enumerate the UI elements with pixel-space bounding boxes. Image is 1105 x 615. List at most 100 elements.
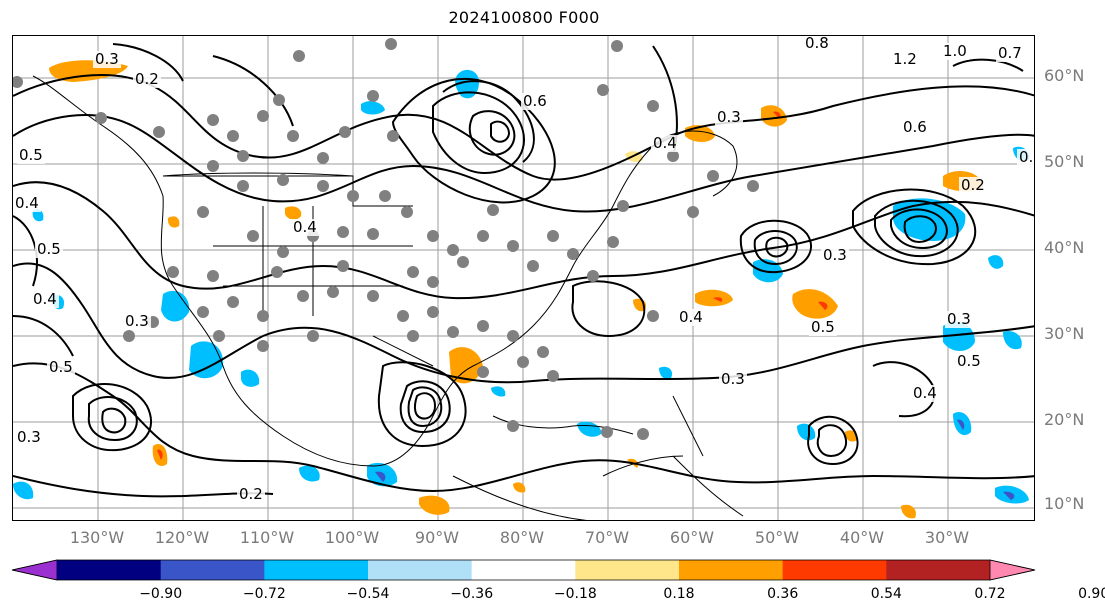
contour-label: 0.8 bbox=[805, 36, 829, 52]
graticule bbox=[13, 36, 1034, 520]
colorbar-segment bbox=[886, 560, 991, 580]
contour-label-bg bbox=[803, 36, 831, 52]
colorbar-tick-label: −0.18 bbox=[553, 586, 597, 602]
contour-label: 0.6 bbox=[903, 118, 927, 136]
contour-label: 0.3 bbox=[947, 310, 971, 328]
colorbar-tick-label: 0.18 bbox=[663, 586, 695, 602]
contour-label-bg bbox=[93, 51, 121, 68]
contour-label: 0.5 bbox=[957, 352, 981, 370]
lon-label-60w: 60°W bbox=[669, 528, 715, 547]
contour-label: 0.3 bbox=[125, 312, 149, 330]
contour-label: 0.5 bbox=[811, 318, 835, 336]
colorbar-segment bbox=[679, 560, 784, 580]
colorbar-segment bbox=[57, 560, 162, 580]
contour-label-bg bbox=[17, 147, 45, 164]
colorbar-segment bbox=[160, 560, 265, 580]
lon-label-30w: 30°W bbox=[924, 528, 970, 547]
contour-label-bg bbox=[123, 313, 151, 330]
colorbar-tick-label: −0.90 bbox=[139, 586, 183, 602]
contour-label-bg bbox=[809, 319, 837, 336]
contour-label: 0.2 bbox=[1019, 148, 1035, 166]
lon-label-70w: 70°W bbox=[584, 528, 630, 547]
contour-label-bg bbox=[133, 71, 161, 88]
contour-label-bg bbox=[1017, 149, 1034, 166]
colorbar-tick-label: 0.72 bbox=[974, 586, 1006, 602]
contour-label: 0.2 bbox=[135, 70, 159, 88]
contour-label: 1.2 bbox=[893, 50, 917, 68]
coastlines bbox=[32, 75, 744, 520]
contour-label: 0.2 bbox=[961, 176, 985, 194]
contour-label: 0.5 bbox=[37, 240, 61, 258]
contour-label: 0.4 bbox=[679, 308, 703, 326]
contour-label: 0.4 bbox=[15, 194, 39, 212]
contour-label-bg bbox=[13, 195, 41, 212]
contour-label: 0.4 bbox=[913, 384, 937, 402]
lon-label-130w: 130°W bbox=[69, 528, 125, 547]
lon-label-100w: 100°W bbox=[324, 528, 380, 547]
contour-label: 0.5 bbox=[19, 146, 43, 164]
colorbar-tick-label: 0.36 bbox=[767, 586, 799, 602]
contour-label: 0.2 bbox=[239, 485, 263, 503]
contour-label-bg bbox=[715, 109, 743, 126]
colorbar-tick-label: 0.90 bbox=[1078, 586, 1105, 602]
lat-label-30n: 30°N bbox=[1044, 324, 1085, 343]
map-canvas: 0.3 0.2 0.8 1.2 1.0 0.7 0.6 0.3 0.5 0.4 0.5 0.4 0.3 0… bbox=[13, 36, 1035, 520]
lat-label-10n: 10°N bbox=[1044, 494, 1085, 513]
contour-label: 0.4 bbox=[653, 134, 677, 152]
contour-label-bg bbox=[15, 429, 43, 446]
colorbar-tick-label: −0.36 bbox=[450, 586, 494, 602]
contour-label-bg bbox=[521, 93, 549, 110]
contour-label-bg bbox=[31, 291, 59, 308]
colorbar-segment bbox=[264, 560, 369, 580]
colorbar-outline bbox=[11, 559, 1036, 581]
contour-lines bbox=[13, 43, 1034, 498]
lon-label-90w: 90°W bbox=[414, 528, 460, 547]
contour-label-bg bbox=[941, 43, 969, 60]
lat-label-20n: 20°N bbox=[1044, 410, 1085, 429]
lon-label-110w: 110°W bbox=[239, 528, 295, 547]
contour-label-bg bbox=[891, 51, 919, 68]
lon-label-80w: 80°W bbox=[499, 528, 545, 547]
lon-label-50w: 50°W bbox=[754, 528, 800, 547]
colorbar-segment bbox=[782, 560, 887, 580]
lat-label-60n: 60°N bbox=[1044, 66, 1085, 85]
contour-label: 0.3 bbox=[823, 246, 847, 264]
contour-label-bg bbox=[959, 177, 987, 194]
colorbar-segments bbox=[11, 559, 1036, 581]
lon-label-120w: 120°W bbox=[154, 528, 210, 547]
lat-label-40n: 40°N bbox=[1044, 238, 1085, 257]
colorbar-tick-label: 0.54 bbox=[870, 586, 902, 602]
contour-label: 0.6 bbox=[523, 92, 547, 110]
contour-label-group: 0.3 0.2 0.8 1.2 1.0 0.7 0.6 0.3 0.5 0.4 0.5 0.4 0.3 0… bbox=[13, 36, 1035, 503]
lon-label-40w: 40°W bbox=[839, 528, 885, 547]
colorbar bbox=[11, 559, 1036, 581]
contour-label-bg bbox=[911, 385, 939, 402]
contour-label: 0.3 bbox=[95, 50, 119, 68]
contour-label-bg bbox=[677, 309, 705, 326]
contour-label: 0.7 bbox=[998, 44, 1022, 62]
contour-label: 0.3 bbox=[721, 370, 745, 388]
contour-label: 0.5 bbox=[49, 358, 73, 376]
colorbar-segment bbox=[368, 560, 473, 580]
contour-label-bg bbox=[955, 353, 983, 370]
contour-label-bg bbox=[237, 486, 265, 503]
contour-label-bg bbox=[35, 241, 63, 258]
contour-label-bg bbox=[996, 45, 1024, 62]
contour-label: 0.4 bbox=[33, 290, 57, 308]
map-title: 2024100800 F000 bbox=[448, 8, 600, 27]
anomaly-shading bbox=[13, 60, 1030, 519]
contour-label-bg bbox=[291, 219, 319, 236]
colorbar-extend-low bbox=[11, 559, 58, 581]
contour-label: 1.0 bbox=[943, 42, 967, 60]
contour-label: 0.3 bbox=[17, 428, 41, 446]
contour-label: 0.3 bbox=[717, 108, 741, 126]
lat-label-50n: 50°N bbox=[1044, 152, 1085, 171]
colorbar-extend-high bbox=[989, 559, 1036, 581]
contour-label: 0.4 bbox=[293, 218, 317, 236]
contour-label-bg bbox=[901, 119, 929, 136]
contour-label-bg bbox=[651, 135, 679, 152]
colorbar-segment bbox=[575, 560, 680, 580]
map-plot-area: 0.3 0.2 0.8 1.2 1.0 0.7 0.6 0.3 0.5 0.4 0.5 0.4 0.3 0… bbox=[12, 35, 1035, 521]
contour-label-bg bbox=[719, 371, 747, 388]
contour-label-bg bbox=[945, 311, 973, 328]
